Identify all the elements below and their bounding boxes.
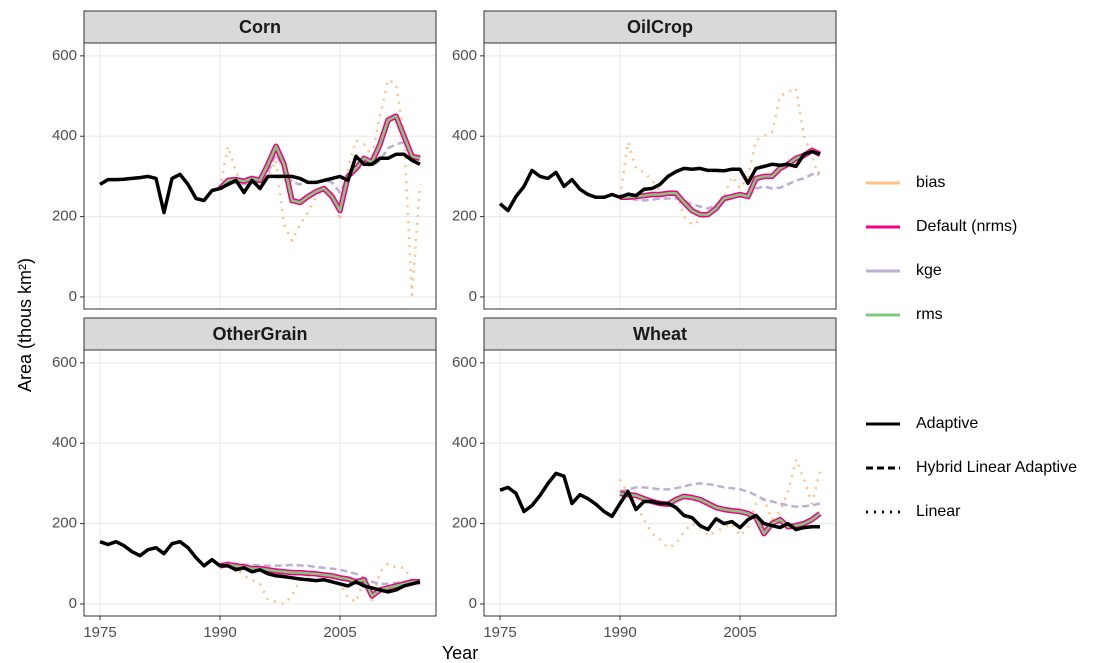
y-tick-label: 600 <box>52 354 77 371</box>
strip-title: Corn <box>239 17 281 37</box>
legend-label: Adaptive <box>916 415 978 432</box>
strip <box>483 317 837 351</box>
y-tick-label: 0 <box>469 595 477 612</box>
y-tick-label: 400 <box>452 434 477 451</box>
y-tick-label: 0 <box>469 288 477 305</box>
legend-label: rms <box>916 306 943 323</box>
strip <box>83 317 437 351</box>
series-line <box>219 563 420 598</box>
series-line <box>498 149 821 213</box>
y-tick-label: 400 <box>452 127 477 144</box>
x-tick-label: 1975 <box>483 624 516 641</box>
y-tick-label: 600 <box>452 354 477 371</box>
series-line <box>219 562 420 586</box>
strip-title: OilCrop <box>627 17 693 37</box>
y-tick-label: 200 <box>52 515 77 532</box>
strip-title: Wheat <box>633 324 687 344</box>
series-line <box>219 114 421 212</box>
strip-title: OtherGrain <box>212 324 307 344</box>
legend-label: kge <box>916 262 942 279</box>
x-tick-label: 2005 <box>323 624 356 641</box>
y-tick-label: 600 <box>52 47 77 64</box>
legend-label: Hybrid Linear Adaptive <box>916 459 1077 476</box>
series-line <box>499 471 820 532</box>
strip <box>83 10 437 44</box>
series-line <box>99 152 421 215</box>
x-tick-label: 1990 <box>603 624 636 641</box>
series-line <box>619 482 821 508</box>
x-tick-label: 2005 <box>723 624 756 641</box>
y-tick-label: 400 <box>52 434 77 451</box>
legend-label: bias <box>916 174 945 191</box>
y-tick-label: 400 <box>52 127 77 144</box>
series-line <box>618 86 822 226</box>
legend-label: Default (nrms) <box>916 218 1017 235</box>
series-line <box>99 539 421 594</box>
x-tick-label: 1975 <box>83 624 116 641</box>
strip <box>483 10 837 44</box>
x-axis-title: Year <box>442 643 478 663</box>
y-axis-title: Area (thous km²) <box>15 258 35 392</box>
panel-background <box>84 350 436 616</box>
x-tick-label: 1990 <box>203 624 236 641</box>
y-tick-label: 200 <box>452 208 477 225</box>
y-tick-label: 0 <box>69 595 77 612</box>
series-line <box>618 458 822 549</box>
panel-background <box>484 350 836 616</box>
y-tick-label: 600 <box>452 47 477 64</box>
y-tick-label: 200 <box>52 208 77 225</box>
legend-label: Linear <box>916 503 961 520</box>
y-tick-label: 200 <box>452 515 477 532</box>
y-tick-label: 0 <box>69 288 77 305</box>
series-line <box>219 560 421 606</box>
